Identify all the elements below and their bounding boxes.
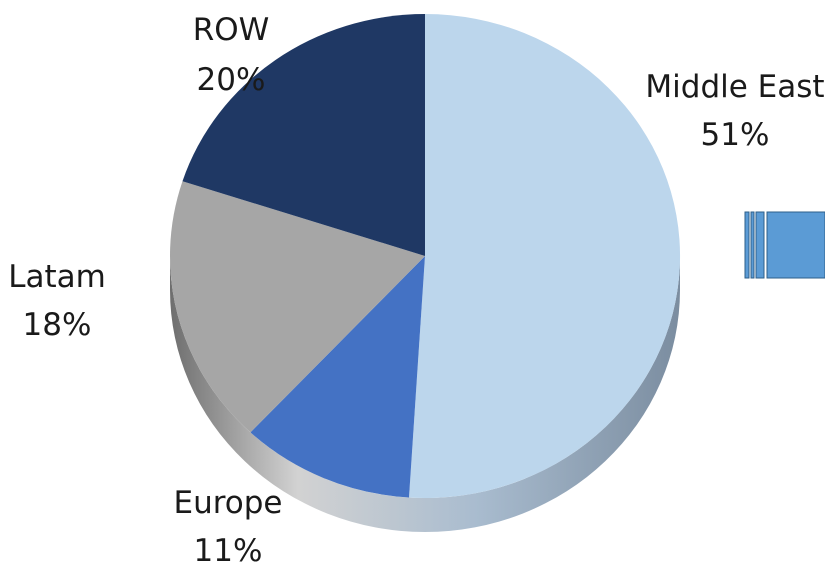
pie-slice-middle-east bbox=[408, 13, 681, 498]
pie-slice-latam bbox=[170, 181, 425, 433]
pie-slice-row bbox=[182, 13, 425, 257]
value-label-europe: 11% bbox=[194, 533, 263, 569]
bar-stack-icon bbox=[744, 211, 825, 279]
pie-slices bbox=[170, 13, 681, 498]
pie-labels: Middle East 51% Europe 11% Latam 18% ROW 20% bbox=[8, 12, 824, 569]
value-label-latam: 18% bbox=[23, 307, 92, 343]
pie-slice-europe bbox=[250, 256, 425, 498]
category-label-latam: Latam bbox=[8, 259, 106, 295]
value-label-row: 20% bbox=[197, 62, 266, 98]
category-label-middle-east: Middle East bbox=[645, 69, 824, 105]
value-label-middle-east: 51% bbox=[701, 117, 770, 153]
category-label-row: ROW bbox=[193, 12, 270, 48]
category-label-europe: Europe bbox=[173, 485, 282, 521]
